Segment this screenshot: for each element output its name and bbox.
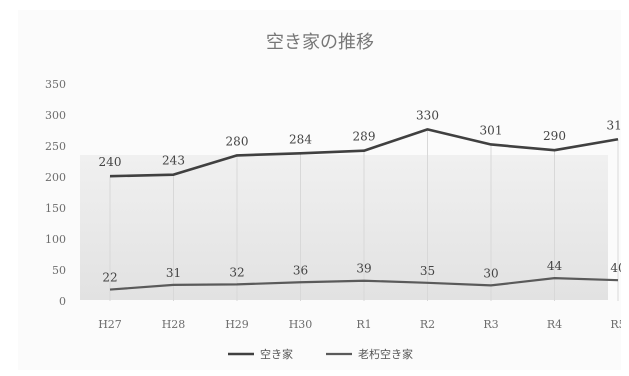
y-tick-label: 50 bbox=[52, 264, 66, 277]
y-tick-label: 350 bbox=[45, 78, 66, 91]
y-tick-label: 150 bbox=[45, 202, 66, 215]
data-label: 289 bbox=[353, 130, 376, 144]
x-tick-label: R3 bbox=[483, 318, 498, 331]
data-label: 330 bbox=[416, 108, 439, 122]
chart-title: 空き家の推移 bbox=[266, 32, 374, 53]
data-label: 301 bbox=[480, 123, 503, 137]
data-label: 290 bbox=[543, 129, 566, 143]
x-tick-label: R2 bbox=[420, 318, 435, 331]
data-label: 36 bbox=[293, 263, 308, 277]
data-label: 39 bbox=[356, 262, 371, 276]
y-tick-label: 200 bbox=[45, 171, 66, 184]
line-chart: 空き家の推移 0 50 100 150 200 250 300 350 H27 H28 H29 H3… bbox=[45, 32, 621, 361]
data-label: 243 bbox=[162, 154, 185, 168]
y-tick-label: 0 bbox=[59, 295, 66, 308]
legend-label: 空き家 bbox=[260, 347, 293, 361]
chart-card: 空き家の推移 0 50 100 150 200 250 300 350 H27 H28 H29 H3… bbox=[18, 10, 621, 370]
x-tick-label: H28 bbox=[162, 318, 186, 331]
x-tick-label: H27 bbox=[98, 318, 122, 331]
data-label: 44 bbox=[547, 259, 563, 273]
series-line bbox=[109, 128, 619, 178]
data-label: 22 bbox=[102, 271, 117, 285]
y-tick-label: 100 bbox=[45, 233, 66, 246]
x-tick-label: R4 bbox=[547, 318, 562, 331]
x-tick-label: R1 bbox=[356, 318, 371, 331]
y-tick-label: 250 bbox=[45, 140, 66, 153]
series-line bbox=[109, 277, 619, 291]
data-label: 32 bbox=[229, 265, 244, 279]
x-tick-label: R5 bbox=[610, 318, 621, 331]
data-label: 240 bbox=[99, 155, 122, 169]
data-label: 35 bbox=[420, 264, 435, 278]
data-label: 280 bbox=[226, 134, 249, 148]
y-tick-label: 300 bbox=[45, 109, 66, 122]
data-label: 40 bbox=[610, 261, 621, 275]
data-label: 284 bbox=[289, 132, 312, 146]
x-tick-label: H30 bbox=[289, 318, 313, 331]
data-label: 30 bbox=[483, 266, 498, 280]
plot-background bbox=[80, 155, 608, 300]
data-label: 31 bbox=[166, 266, 181, 280]
data-label: 311 bbox=[607, 118, 621, 132]
legend-label: 老朽空き家 bbox=[358, 347, 413, 361]
x-tick-label: H29 bbox=[225, 318, 249, 331]
